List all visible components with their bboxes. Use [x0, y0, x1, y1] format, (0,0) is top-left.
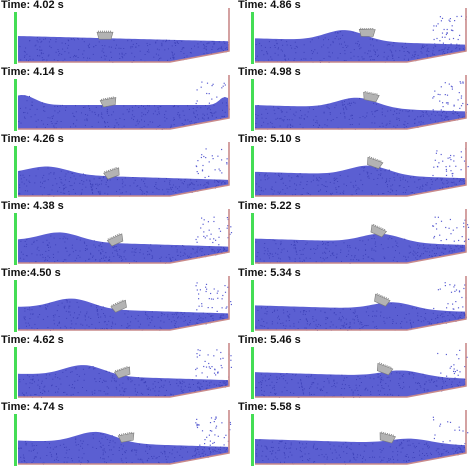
- wavemaker-wall: [251, 12, 254, 64]
- floating-box: [117, 431, 135, 443]
- floating-box: [376, 362, 394, 376]
- tank-outline: [255, 276, 467, 331]
- frame-canvas: [251, 343, 468, 399]
- simulation-frame: Time: 5.58 s: [237, 401, 474, 469]
- tank-outline: [18, 276, 230, 331]
- simulation-frame: Time: 5.46 s: [237, 334, 474, 402]
- frame-canvas: [14, 209, 233, 265]
- water-body: [18, 232, 229, 263]
- time-label: Time: 4.26 s: [1, 133, 64, 145]
- tank-outline: [18, 343, 230, 398]
- frame-canvas: [14, 343, 232, 399]
- tank-outline: [255, 410, 467, 465]
- water-particles: [19, 349, 232, 398]
- floating-box: [99, 96, 117, 108]
- frame-canvas: [251, 209, 470, 265]
- wavemaker-wall: [251, 213, 254, 265]
- tank-outline: [255, 8, 467, 63]
- frame-canvas: [14, 276, 232, 332]
- simulation-frame: Time: 4.14 s: [0, 66, 237, 134]
- water-particles: [255, 148, 469, 197]
- wavemaker-wall: [14, 213, 17, 265]
- water-body: [255, 302, 466, 330]
- water-particles: [19, 37, 230, 63]
- simulation-frame: Time: 4.74 s: [0, 401, 237, 469]
- simulation-frame: Time: 4.98 s: [237, 66, 474, 134]
- time-label: Time: 4.74 s: [1, 401, 64, 413]
- frame-canvas: [251, 142, 469, 198]
- water-body: [18, 95, 229, 129]
- time-label: Time: 4.86 s: [238, 0, 301, 11]
- time-label: Time: 4.14 s: [1, 66, 64, 78]
- wavemaker-wall: [14, 280, 17, 332]
- time-label: Time: 4.02 s: [1, 0, 64, 11]
- frame-canvas: [251, 75, 469, 131]
- wavemaker-wall: [14, 347, 17, 399]
- tank-outline: [18, 142, 230, 197]
- floating-box: [103, 166, 120, 180]
- tank-outline: [18, 209, 230, 264]
- wavemaker-wall: [14, 146, 17, 198]
- tank-outline: [255, 343, 467, 398]
- water-particles: [255, 15, 467, 63]
- wavemaker-wall: [251, 146, 254, 198]
- wavemaker-wall: [251, 414, 254, 466]
- water-particles: [255, 216, 470, 264]
- wavemaker-wall: [14, 12, 17, 64]
- wavemaker-wall: [251, 79, 254, 131]
- water-body: [255, 97, 466, 129]
- frame-canvas: [251, 276, 467, 332]
- simulation-frame: Time:4.50 s: [0, 267, 237, 335]
- water-body: [18, 166, 229, 196]
- tank-outline: [255, 142, 467, 197]
- water-body: [18, 431, 229, 464]
- tank-outline: [18, 8, 230, 63]
- floating-box: [96, 30, 114, 40]
- simulation-frame: Time: 4.38 s: [0, 200, 237, 268]
- time-label: Time: 4.38 s: [1, 200, 64, 212]
- floating-box: [106, 233, 124, 247]
- wavemaker-wall: [14, 414, 17, 466]
- water-body: [255, 233, 466, 263]
- tank-outline: [255, 75, 467, 130]
- tank-outline: [255, 209, 467, 264]
- simulation-frame: Time: 4.86 s: [237, 0, 474, 67]
- tank-outline: [18, 75, 230, 130]
- frame-canvas: [251, 410, 469, 466]
- floating-box: [358, 27, 376, 37]
- frame-canvas: [14, 75, 230, 131]
- frame-canvas: [14, 8, 230, 64]
- time-label: Time: 5.46 s: [238, 334, 301, 346]
- wavemaker-wall: [251, 347, 254, 399]
- time-label: Time: 5.34 s: [238, 267, 301, 279]
- water-body: [255, 370, 466, 397]
- time-label: Time:4.50 s: [1, 267, 61, 279]
- frame-canvas: [251, 8, 467, 64]
- simulation-frame: Time: 5.10 s: [237, 133, 474, 201]
- time-label: Time: 5.58 s: [238, 401, 301, 413]
- floating-box: [363, 91, 380, 103]
- simulation-frame: Time: 4.26 s: [0, 133, 237, 201]
- simulation-frame: Time: 5.34 s: [237, 267, 474, 335]
- simulation-frame: Time: 5.22 s: [237, 200, 474, 268]
- frame-canvas: [14, 142, 230, 198]
- water-body: [255, 30, 466, 62]
- water-particles: [255, 416, 469, 465]
- frame-canvas: [14, 410, 232, 466]
- wavemaker-wall: [14, 79, 17, 131]
- time-label: Time: 5.10 s: [238, 133, 301, 145]
- time-label: Time: 4.62 s: [1, 334, 64, 346]
- time-label: Time: 5.22 s: [238, 200, 301, 212]
- tank-outline: [18, 410, 230, 465]
- simulation-frame: Time: 4.62 s: [0, 334, 237, 402]
- time-label: Time: 4.98 s: [238, 66, 301, 78]
- water-body: [255, 165, 466, 196]
- water-body: [18, 365, 229, 397]
- water-particles: [18, 81, 230, 130]
- water-body: [255, 438, 466, 464]
- wavemaker-wall: [251, 280, 254, 332]
- simulation-frame: Time: 4.02 s: [0, 0, 237, 67]
